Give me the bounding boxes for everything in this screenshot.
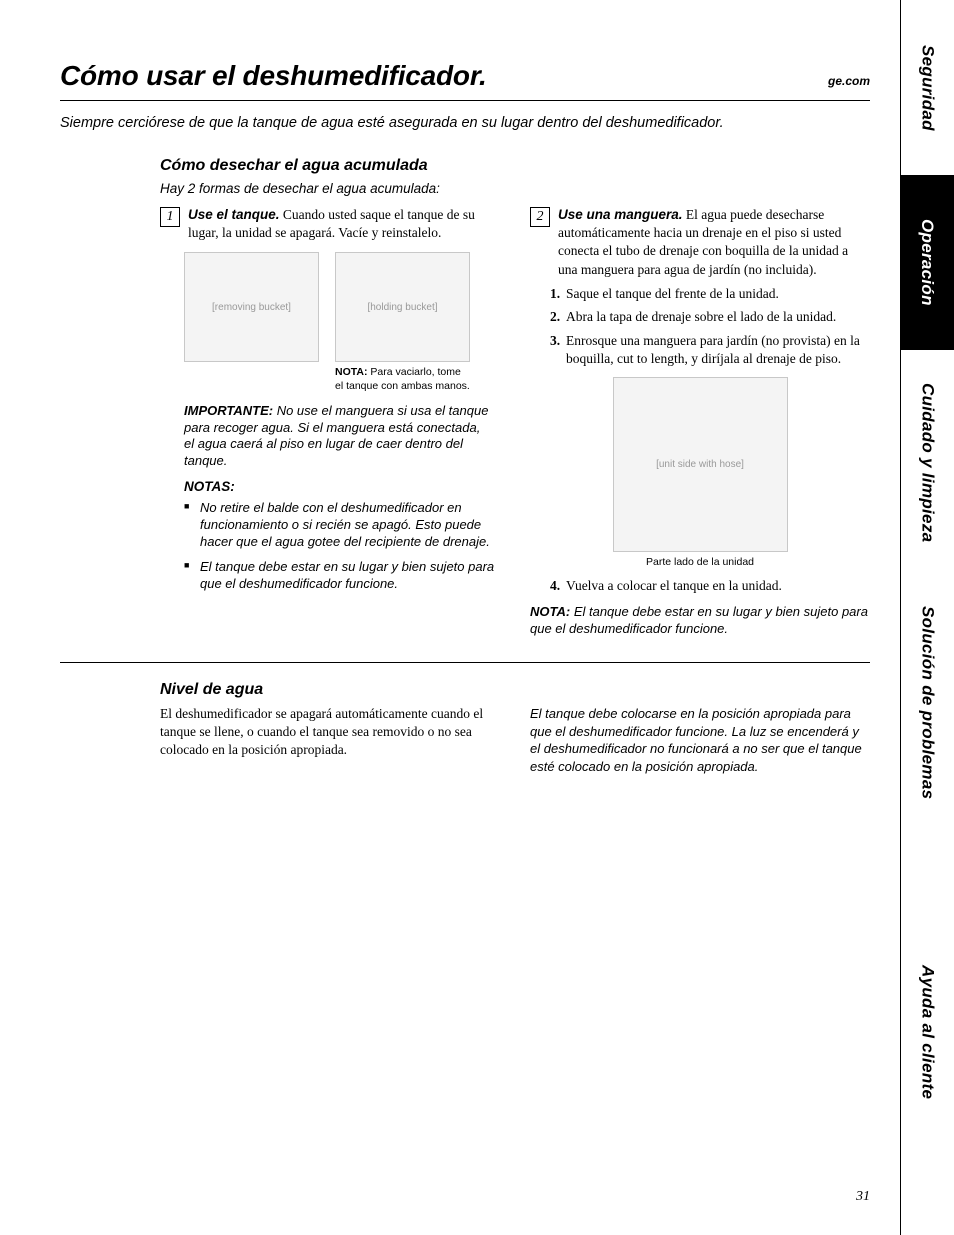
dispose-section: Cómo desechar el agua acumulada Hay 2 fo… [160,157,870,775]
tab-solucion[interactable]: Solución de problemas [900,575,954,830]
inline-note: NOTA: El tanque debe estar en su lugar y… [530,604,870,638]
ol-item: 1.Saque el tanque del frente de la unida… [550,285,870,303]
ol-text: Enrosque una manguera para jardín (no pr… [566,333,860,366]
page-number: 31 [856,1189,870,1205]
side-tabs: Seguridad Operación Cuidado y limpieza S… [900,0,954,1235]
important-label: IMPORTANTE: [184,403,273,418]
dispose-intro: Hay 2 formas de desechar el agua acumula… [160,181,870,196]
step2-text: Use una manguera. El agua puede desechar… [558,206,870,279]
step2-label: Use una manguera. [558,207,683,222]
illustration-hold-bucket: [holding bucket] [335,252,470,362]
notes-list: No retire el balde con el deshumedificad… [184,500,500,592]
tab-operacion[interactable]: Operación [900,175,954,350]
illus2-caption: Parte lado de la unidad [613,556,788,569]
dispose-col-left: 1 Use el tanque. Cuando usted saque el t… [160,206,500,638]
page-intro: Siempre cerciórese de que la tanque de a… [60,115,870,131]
water-left: El deshumedificador se apagará automátic… [160,705,500,775]
ol-item: 2.Abra la tapa de drenaje sobre el lado … [550,308,870,326]
tab-ayuda[interactable]: Ayuda al cliente [900,830,954,1235]
note-item: El tanque debe estar en su lugar y bien … [184,559,500,593]
note-label: NOTA: [530,604,570,619]
page-title: Cómo usar el deshumedificador. [60,60,487,92]
ordered-steps: 1.Saque el tanque del frente de la unida… [550,285,870,367]
important-note: IMPORTANTE: No use el manguera si usa el… [184,403,500,471]
water-heading: Nivel de agua [160,681,870,699]
notas-label: NOTAS: [184,478,500,496]
illus-caption: NOTA: Para vaciarlo, tome el tanque con … [335,366,470,392]
step1-label: Use el tanque. [188,207,280,222]
page-url: ge.com [828,74,870,88]
ol-item: 3.Enrosque una manguera para jardín (no … [550,332,870,367]
title-row: Cómo usar el deshumedificador. ge.com [60,60,870,101]
ordered-steps-cont: 4.Vuelva a colocar el tanque en la unida… [550,577,870,595]
caption-label: NOTA: [335,366,367,378]
step-number-2: 2 [530,207,550,227]
step-number-1: 1 [160,207,180,227]
step1-text: Use el tanque. Cuando usted saque el tan… [188,206,500,242]
dispose-col-right: 2 Use una manguera. El agua puede desech… [530,206,870,638]
tab-seguridad[interactable]: Seguridad [900,0,954,175]
note-text: El tanque debe estar en su lugar y bien … [530,604,868,636]
illustration-unit-side: [unit side with hose] [613,377,788,552]
tab-cuidado[interactable]: Cuidado y limpieza [900,350,954,575]
ol-text: Vuelva a colocar el tanque en la unidad. [566,578,782,593]
dispose-heading: Cómo desechar el agua acumulada [160,157,870,175]
note-item: No retire el balde con el deshumedificad… [184,500,500,551]
ol-text: Abra la tapa de drenaje sobre el lado de… [566,309,836,324]
illustration-remove-bucket: [removing bucket] [184,252,319,362]
section-divider [60,662,870,663]
water-right: El tanque debe colocarse en la posición … [530,705,870,775]
ol-text: Saque el tanque del frente de la unidad. [566,286,779,301]
ol-item: 4.Vuelva a colocar el tanque en la unida… [550,577,870,595]
